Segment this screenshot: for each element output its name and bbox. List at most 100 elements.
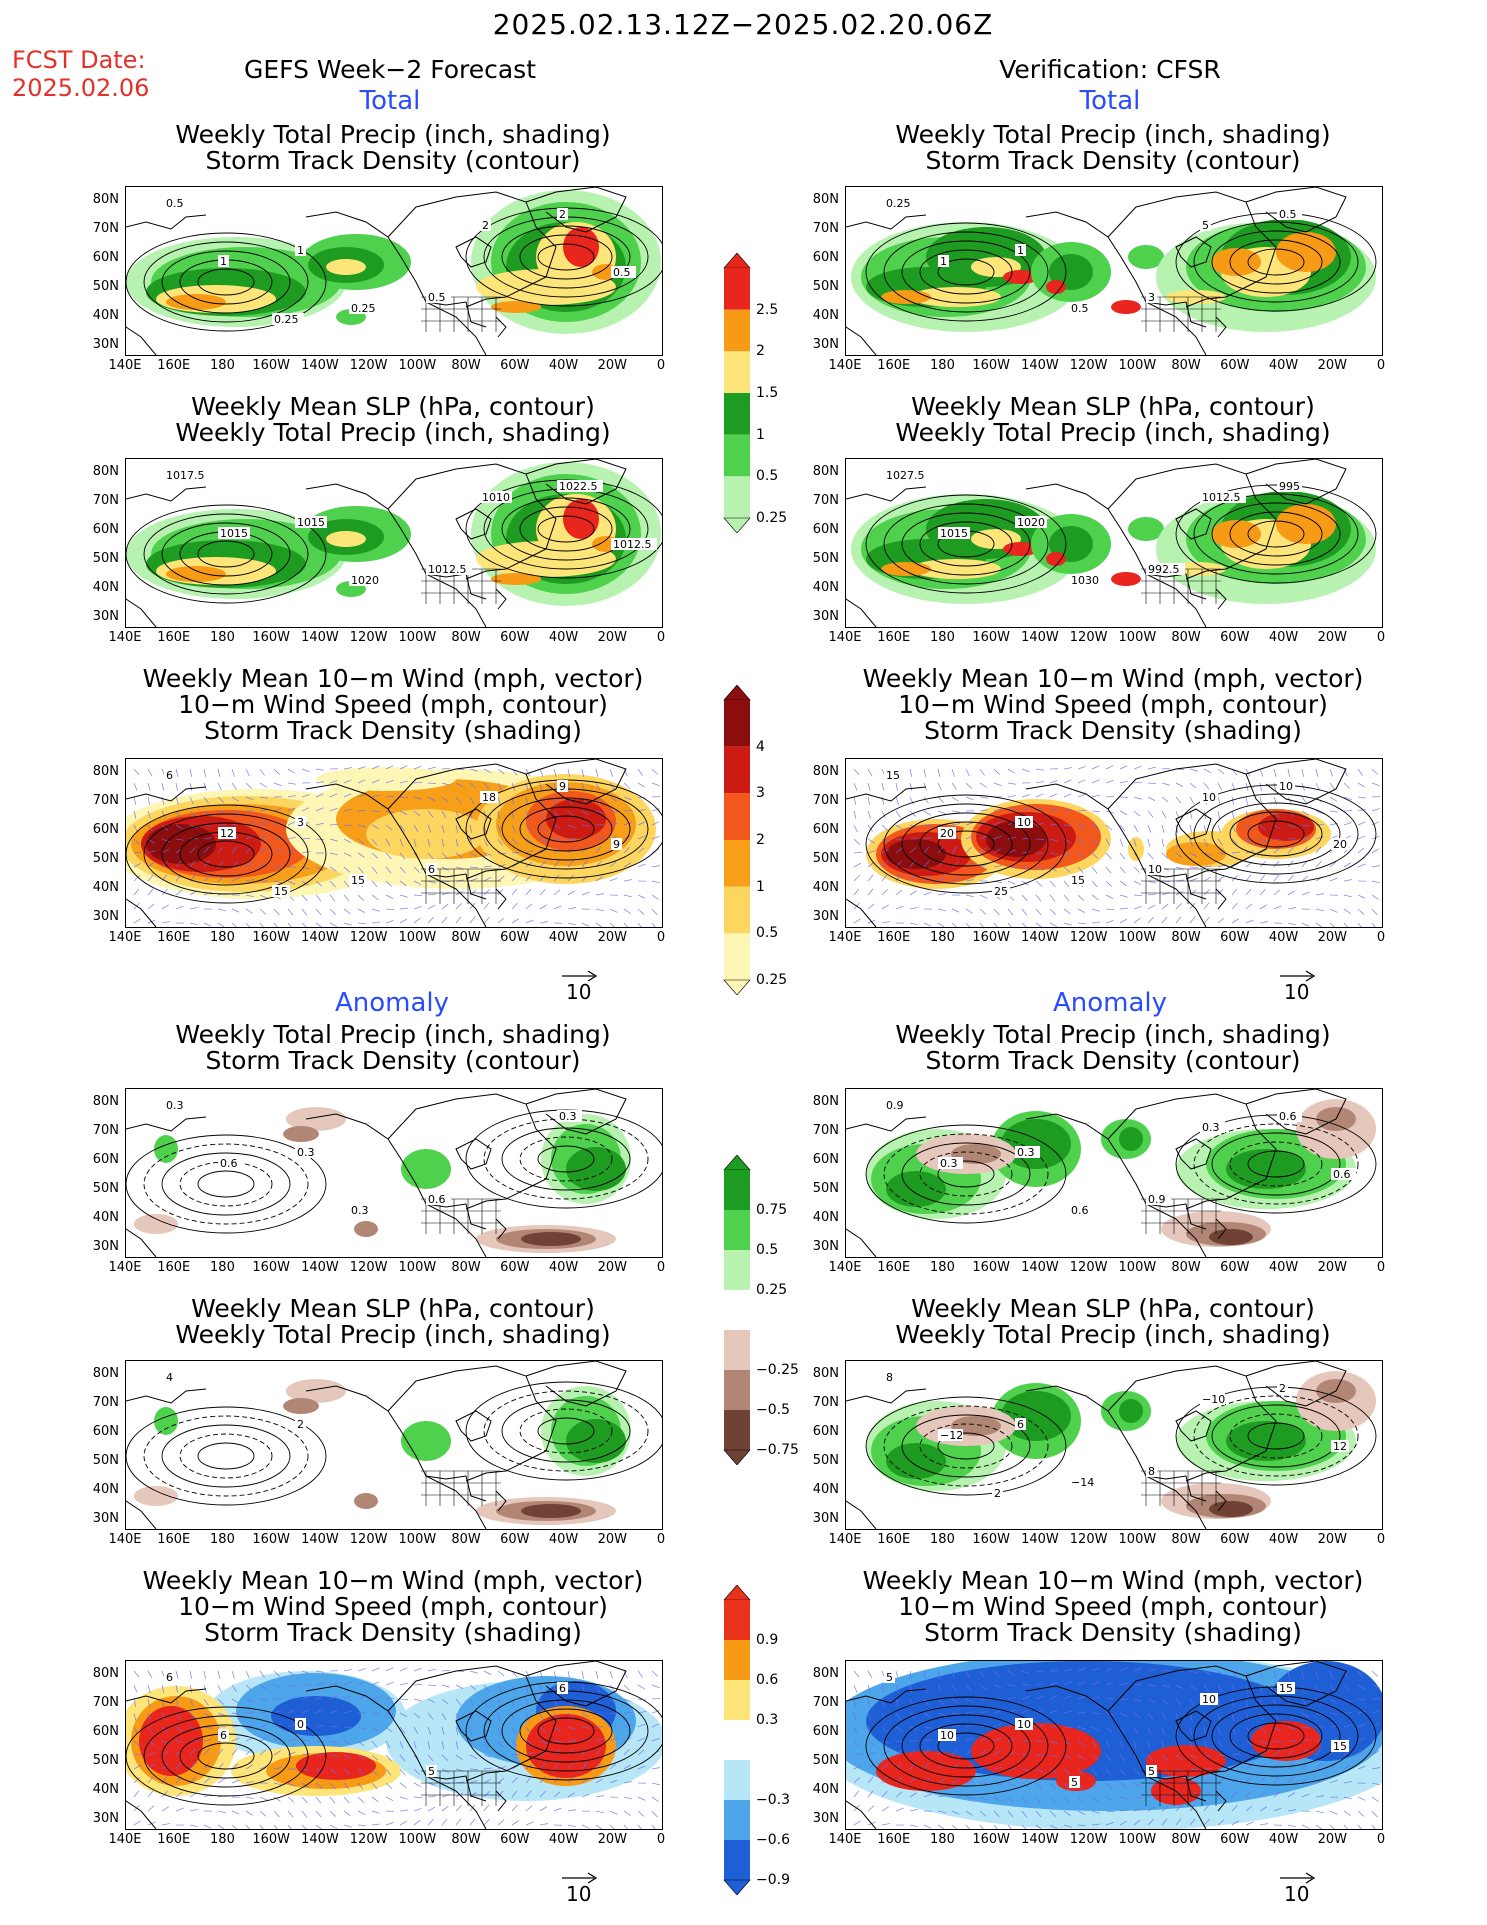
wind-vector	[413, 1768, 421, 1775]
shading-blob	[521, 1504, 581, 1518]
contour-layer	[865, 1114, 1377, 1224]
contour-label: 25	[994, 885, 1008, 898]
wind-vector	[357, 1668, 366, 1672]
wind-vector	[455, 1754, 463, 1761]
wind-vector	[231, 846, 238, 854]
shading-layer	[851, 219, 1376, 332]
lon-tick-label: 80W	[1171, 1532, 1201, 1547]
wind-vector	[1245, 1740, 1254, 1746]
lat-tick-label: 30N	[812, 1511, 839, 1526]
wind-vector	[511, 888, 518, 896]
wind-vector	[483, 876, 492, 882]
wind-vector	[483, 1670, 492, 1676]
wind-vector	[525, 1670, 531, 1679]
wind-vector	[881, 1823, 890, 1826]
wind-vector	[867, 1776, 874, 1784]
wind-vector	[1189, 852, 1198, 858]
wind-vector	[525, 1752, 534, 1756]
colorbar-precip_total	[723, 253, 751, 533]
wind-vector	[511, 875, 518, 882]
lon-tick-label: 40W	[548, 358, 579, 373]
lon-tick-label: 20W	[597, 930, 627, 945]
wind-vector	[1175, 1818, 1182, 1826]
wind-vector	[623, 1748, 630, 1756]
wind-vector	[147, 1776, 154, 1784]
contour-label: 1027.5	[886, 469, 925, 482]
wind-vector	[1189, 782, 1197, 789]
wind-vector	[951, 1698, 959, 1704]
wind-vector	[909, 768, 913, 777]
wind-vector	[1105, 1726, 1113, 1733]
contour-label-bg	[295, 1418, 306, 1430]
wind-vector	[637, 1684, 646, 1690]
shading-blob	[1209, 1229, 1253, 1245]
wind-vector	[301, 1709, 310, 1714]
coastline	[1145, 1775, 1207, 1802]
wind-vector	[1301, 768, 1304, 777]
contour-label-bg	[1146, 1765, 1157, 1777]
wind-vector	[1259, 874, 1266, 882]
colorbar-segment	[724, 933, 750, 980]
wind-vector	[1189, 878, 1198, 882]
wind-vector	[203, 860, 210, 868]
shading-blob	[881, 290, 931, 304]
wind-vector	[133, 1726, 138, 1735]
wind-vector	[189, 922, 198, 926]
wind-vector	[427, 1819, 434, 1826]
contour-line	[1211, 1704, 1341, 1768]
wind-vector	[525, 768, 531, 777]
contour-line	[1193, 1395, 1359, 1477]
wind-vector	[895, 847, 903, 854]
lon-tick-label: 120W	[1069, 930, 1108, 945]
wind-vector	[1161, 1805, 1169, 1812]
wind-vector	[1329, 908, 1338, 913]
shading-blob	[1211, 520, 1261, 548]
wind-vector	[1007, 795, 1016, 798]
wind-vector	[965, 1724, 974, 1728]
coastline-layer	[846, 1361, 1347, 1529]
wind-vector	[1217, 1670, 1225, 1677]
wind-vector	[1035, 1709, 1044, 1714]
wind-vector	[581, 1793, 590, 1798]
wind-vector	[175, 1740, 184, 1743]
wind-vector	[203, 796, 209, 804]
wind-vector	[1091, 1768, 1098, 1776]
wind-vector	[637, 863, 646, 868]
wind-vector	[1217, 852, 1227, 855]
contour-label-bg	[557, 480, 603, 492]
wind-vector	[455, 1726, 459, 1735]
wind-vector	[1077, 1754, 1085, 1760]
fcst-date-value: 2025.02.06	[12, 74, 150, 102]
contour-label: 0.3	[940, 1157, 958, 1170]
wind-vector	[609, 1810, 618, 1815]
wind-vector	[1357, 782, 1366, 788]
contour-line	[483, 1390, 649, 1472]
contour-label: 20	[1333, 838, 1347, 851]
wind-vector	[651, 865, 660, 868]
wind-vector	[553, 1791, 561, 1798]
wind-vector	[909, 1792, 917, 1798]
contour-label-bg	[884, 469, 930, 481]
wind-vector	[245, 1781, 254, 1784]
wind-vector	[1329, 1670, 1333, 1679]
wind-vector	[539, 861, 546, 868]
wind-vector	[1203, 865, 1212, 868]
wind-vector	[637, 1749, 645, 1756]
wind-vector	[1357, 908, 1365, 915]
shading-blob	[526, 1714, 606, 1778]
contour-layer	[865, 1386, 1377, 1496]
wind-vector	[315, 1724, 324, 1728]
wind-vector	[399, 918, 408, 924]
coastline	[126, 1800, 157, 1829]
lat-tick-label: 40N	[812, 1782, 839, 1797]
colorbar-segment	[724, 268, 750, 310]
wind-vector	[1231, 1764, 1240, 1770]
wind-vector	[623, 768, 628, 777]
wind-vector	[343, 1669, 352, 1672]
wind-vector	[245, 1824, 251, 1829]
wind-vector	[1175, 903, 1182, 910]
contour-label: −14	[1071, 1476, 1094, 1489]
coastline	[305, 1113, 487, 1257]
lon-tick-label: 80W	[1171, 930, 1201, 945]
wind-vector	[385, 1667, 394, 1672]
